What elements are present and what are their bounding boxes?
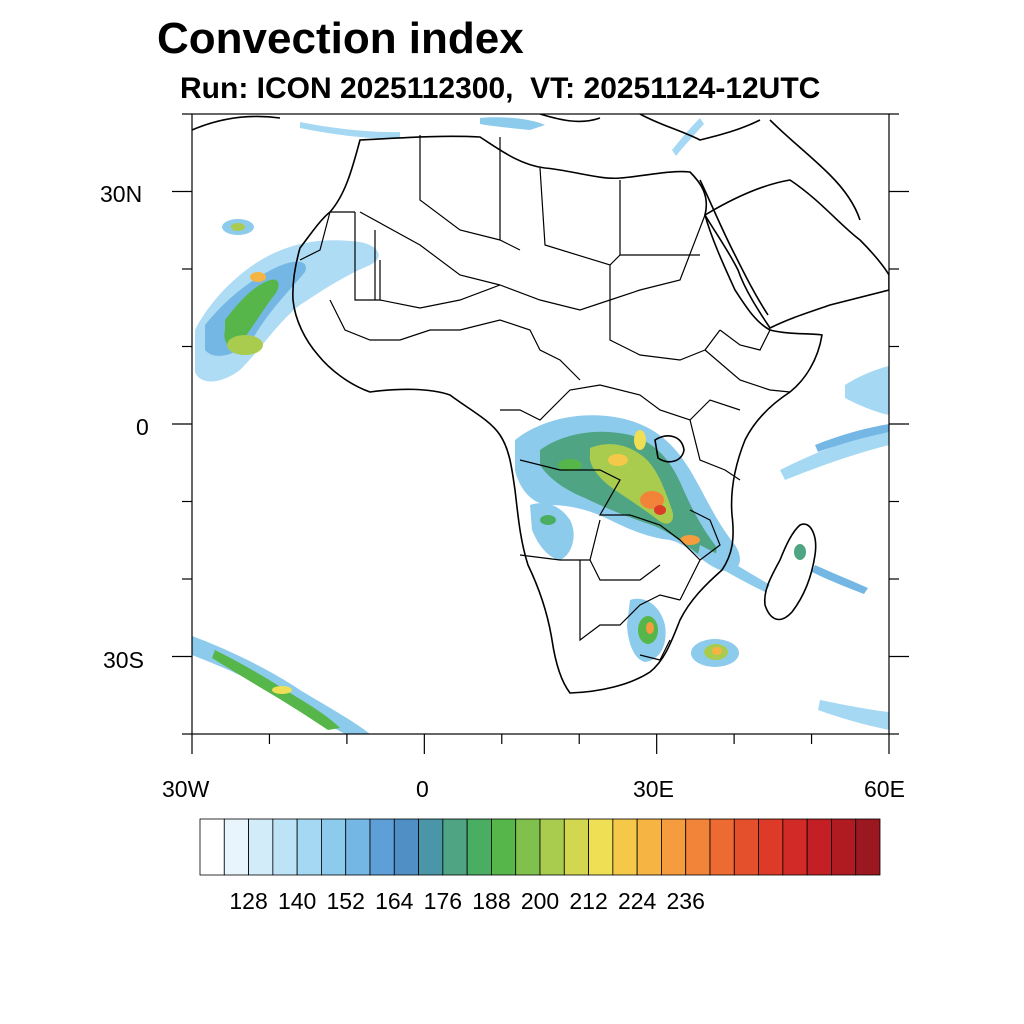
south-africa-peak xyxy=(646,622,654,634)
map-title: Convection index xyxy=(157,14,524,63)
plume-west-africa-green xyxy=(224,279,279,348)
colorbar-label: 212 xyxy=(569,888,608,914)
lake-region-hotspot xyxy=(634,430,646,450)
congo-hotspot-1 xyxy=(608,454,628,466)
border-libya-egypt xyxy=(499,137,621,266)
colorbar-label: 200 xyxy=(520,888,560,914)
lat-label-0: 0 xyxy=(136,414,149,440)
colorbar-label: 224 xyxy=(617,888,657,914)
lon-label-60e: 60E xyxy=(864,776,905,802)
persian-gulf xyxy=(769,119,861,221)
indian-ocean-north xyxy=(845,366,889,415)
country-borders xyxy=(299,135,791,661)
border-east-africa xyxy=(689,349,791,481)
congo-hotspot-3 xyxy=(654,505,666,515)
plume-west-africa-blob xyxy=(227,335,263,355)
colorbar-label: 176 xyxy=(423,888,463,914)
lake-victoria xyxy=(654,435,685,463)
colorbar-label: 152 xyxy=(326,888,365,914)
plume-northwest-cell-core xyxy=(231,223,245,231)
plot-frame xyxy=(191,113,890,735)
convection-field xyxy=(192,117,889,734)
border-southern-africa xyxy=(579,560,681,661)
south-atlantic-peak xyxy=(272,686,292,694)
southeast-band xyxy=(818,700,889,730)
axis-ticks xyxy=(172,113,909,754)
congo-hotspot-2 xyxy=(640,491,664,509)
arabian-peninsula xyxy=(703,179,889,330)
coastlines xyxy=(192,114,889,694)
border-mali-mauritania xyxy=(299,211,376,300)
map-subtitle: Run: ICON 2025112300, VT: 20251124-12UTC xyxy=(180,72,821,105)
zambia-hotspot xyxy=(680,535,700,545)
south-atlantic-band xyxy=(192,636,370,734)
border-central-africa xyxy=(500,384,741,421)
colorbar-label: 128 xyxy=(229,888,268,914)
border-mozambique xyxy=(679,509,721,601)
border-west-africa xyxy=(329,299,581,381)
madagascar-ocean-peak xyxy=(712,647,722,655)
colorbar-label: 164 xyxy=(375,888,414,914)
lat-label-30n: 30N xyxy=(100,181,143,207)
africa-coastline xyxy=(292,135,823,694)
streak-northeast xyxy=(672,118,704,156)
colorbar-label: 236 xyxy=(666,888,705,914)
lon-label-0: 0 xyxy=(416,776,429,802)
border-sudan xyxy=(609,254,706,361)
border-maghreb xyxy=(354,135,521,301)
streak-mediterranean xyxy=(300,122,400,139)
border-horn xyxy=(704,329,771,351)
border-sahel xyxy=(379,214,706,311)
border-drc xyxy=(519,459,701,561)
mediterranean-north xyxy=(192,114,761,141)
border-angola-zambia xyxy=(519,519,661,581)
streak-north-center xyxy=(480,117,545,130)
red-sea-west xyxy=(699,179,769,316)
lon-label-30e: 30E xyxy=(633,776,674,802)
madagascar-east-cell xyxy=(794,544,806,560)
congo-west-cell xyxy=(558,459,582,471)
colorbar-label: 188 xyxy=(472,888,511,914)
lon-label-30w: 30W xyxy=(162,776,210,802)
streak-mozambique xyxy=(698,545,770,592)
lat-label-30s: 30S xyxy=(103,647,144,673)
colorbar-label: 140 xyxy=(277,888,317,914)
indian-ocean-band-2 xyxy=(815,424,889,452)
plume-west-africa-peak xyxy=(250,272,266,282)
indian-ocean-band xyxy=(780,430,889,480)
angola-cell xyxy=(540,515,556,525)
streak-east-madagascar xyxy=(812,565,868,594)
convection-angola xyxy=(530,503,574,560)
madagascar-coastline xyxy=(763,523,817,621)
